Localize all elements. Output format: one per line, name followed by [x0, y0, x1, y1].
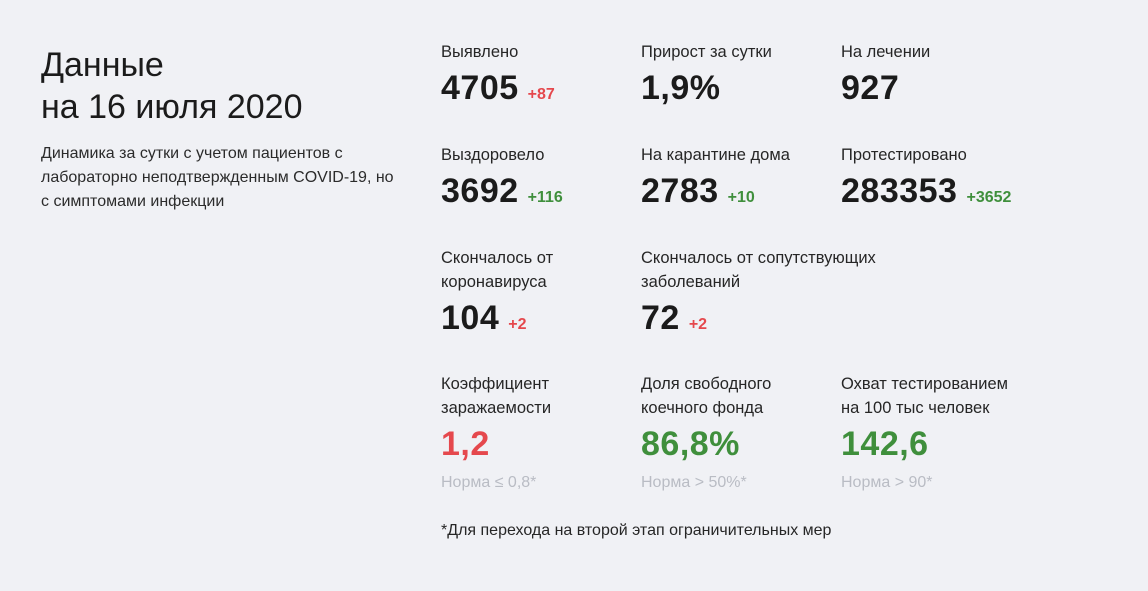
- stat-label: Доля свободного коечного фонда: [641, 372, 771, 420]
- stat-died-comorbid: Скончалось от сопутствующих заболеваний …: [641, 246, 876, 338]
- stat-value: 72: [641, 299, 680, 337]
- stat-in-treatment: На лечении 927: [841, 40, 930, 108]
- stat-label-line-2: коечного фонда: [641, 399, 764, 417]
- stat-died-covid: Скончалось от коронавируса 104 +2: [441, 246, 553, 338]
- stat-label-line-2: на 100 тыс человек: [841, 399, 990, 417]
- stat-value: 86,8%: [641, 425, 740, 463]
- stat-testing-coverage: Охват тестированием на 100 тыс человек 1…: [841, 372, 1008, 492]
- stat-label-line-1: Доля свободного: [641, 375, 772, 393]
- stat-recovered: Выздоровело 3692 +116: [441, 143, 563, 211]
- stat-label: Прирост за сутки: [641, 43, 772, 61]
- stat-value: 1,9%: [641, 69, 721, 107]
- stat-value: 1,2: [441, 425, 490, 463]
- stat-value: 104: [441, 299, 500, 337]
- stat-label-line-2: коронавируса: [441, 273, 547, 291]
- stat-label: Скончалось от коронавируса: [441, 246, 553, 294]
- stat-delta: +3652: [966, 189, 1012, 206]
- stat-daily-growth: Прирост за сутки 1,9%: [641, 40, 772, 108]
- stat-delta: +2: [688, 316, 708, 333]
- stat-label: На лечении: [841, 43, 931, 61]
- stat-label: Протестировано: [841, 146, 967, 164]
- stat-label: Скончалось от сопутствующих заболеваний: [641, 246, 876, 294]
- stat-label-line-1: Скончалось от: [441, 249, 554, 267]
- stat-delta: +10: [727, 189, 755, 206]
- stat-norm: Норма ≤ 0,8*: [441, 474, 537, 491]
- stat-label: Коэффициент заражаемости: [441, 372, 551, 420]
- stat-label-line-2: заболеваний: [641, 273, 741, 291]
- footnote: *Для перехода на второй этап ограничител…: [441, 522, 832, 539]
- stat-value: 4705: [441, 69, 519, 107]
- stat-home-quarantine: На карантине дома 2783 +10: [641, 143, 790, 211]
- stat-value: 927: [841, 69, 900, 107]
- stat-label-line-2: заражаемости: [441, 399, 552, 417]
- stat-value: 283353: [841, 172, 958, 210]
- stat-delta: +87: [527, 86, 555, 103]
- stat-label-line-1: Скончалось от сопутствующих: [641, 249, 876, 267]
- stat-infection-rate: Коэффициент заражаемости 1,2 Норма ≤ 0,8…: [441, 372, 551, 492]
- stat-value: 2783: [641, 172, 719, 210]
- stat-delta: +116: [527, 189, 563, 206]
- stat-label: Выявлено: [441, 43, 519, 61]
- page-subtitle: Динамика за сутки с учетом пациентов с л…: [41, 145, 394, 210]
- header-block: Данные на 16 июля 2020 Динамика за сутки…: [41, 44, 401, 214]
- stat-label-line-1: Охват тестированием: [841, 375, 1008, 393]
- stat-norm: Норма > 90*: [841, 474, 933, 491]
- stat-detected: Выявлено 4705 +87: [441, 40, 555, 108]
- stat-label: Выздоровело: [441, 146, 545, 164]
- stat-label: На карантине дома: [641, 146, 790, 164]
- title-line-2: на 16 июля 2020: [41, 88, 303, 126]
- stat-free-beds: Доля свободного коечного фонда 86,8% Нор…: [641, 372, 771, 492]
- stat-value: 3692: [441, 172, 519, 210]
- stat-label: Охват тестированием на 100 тыс человек: [841, 372, 1008, 420]
- stat-value: 142,6: [841, 425, 929, 463]
- stat-label-line-1: Коэффициент: [441, 375, 550, 393]
- title-line-1: Данные: [41, 46, 164, 84]
- stat-delta: +2: [508, 316, 527, 333]
- stat-tested: Протестировано 283353 +3652: [841, 143, 1011, 211]
- page-title: Данные на 16 июля 2020: [41, 44, 401, 128]
- stat-norm: Норма > 50%*: [641, 474, 747, 491]
